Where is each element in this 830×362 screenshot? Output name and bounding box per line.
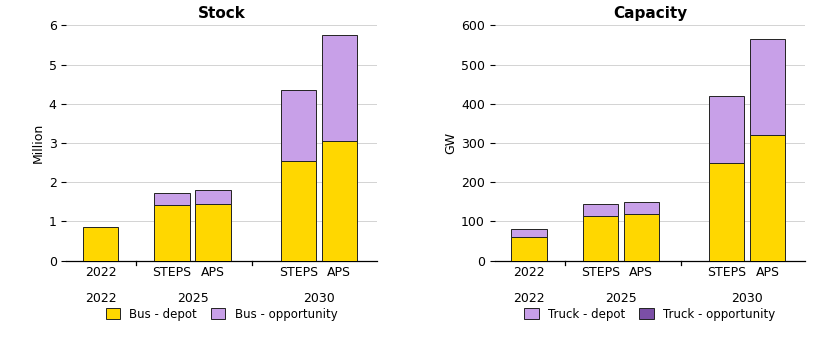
Bar xyxy=(321,35,357,141)
Bar xyxy=(749,135,785,261)
Bar xyxy=(709,96,745,163)
Legend: Bus - depot, Bus - opportunity: Bus - depot, Bus - opportunity xyxy=(101,303,342,325)
Bar xyxy=(281,161,316,261)
Bar xyxy=(281,90,316,161)
Bar xyxy=(321,141,357,261)
Bar xyxy=(709,163,745,261)
Text: 2022: 2022 xyxy=(85,292,116,306)
Bar xyxy=(623,202,659,214)
Text: 2030: 2030 xyxy=(303,292,334,306)
Text: 2025: 2025 xyxy=(177,292,208,306)
Bar xyxy=(583,204,618,215)
Bar xyxy=(154,193,190,205)
Bar xyxy=(511,229,547,237)
Bar xyxy=(749,39,785,135)
Bar xyxy=(83,227,118,261)
Y-axis label: GW: GW xyxy=(444,132,456,154)
Y-axis label: Million: Million xyxy=(32,123,45,163)
Bar xyxy=(623,214,659,261)
Bar xyxy=(195,190,231,204)
Title: Stock: Stock xyxy=(198,7,246,21)
Bar xyxy=(511,237,547,261)
Bar xyxy=(154,205,190,261)
Bar xyxy=(583,215,618,261)
Legend: Truck - depot, Truck - opportunity: Truck - depot, Truck - opportunity xyxy=(520,303,780,325)
Title: Capacity: Capacity xyxy=(613,7,687,21)
Text: 2025: 2025 xyxy=(605,292,637,306)
Bar xyxy=(195,204,231,261)
Text: 2022: 2022 xyxy=(513,292,544,306)
Text: 2030: 2030 xyxy=(731,292,763,306)
